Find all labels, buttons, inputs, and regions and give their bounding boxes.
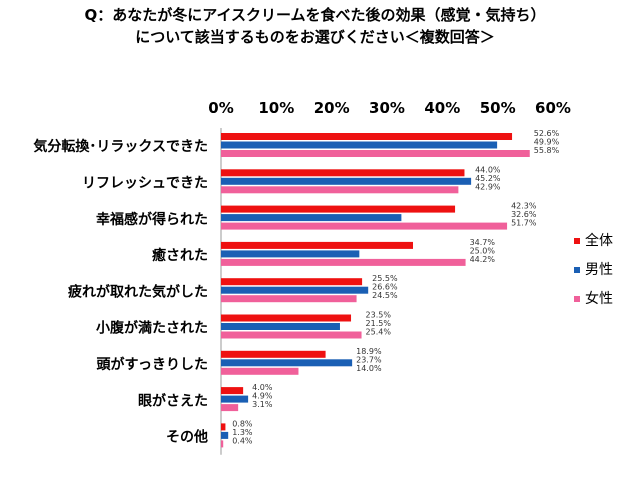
- data-label: 25.0%: [470, 246, 496, 255]
- data-label: 52.6%: [534, 129, 560, 138]
- bar-female: [221, 186, 459, 194]
- bar-all: [221, 423, 226, 431]
- category-label: その他: [166, 429, 208, 446]
- legend-label: 全体: [585, 232, 613, 249]
- bar-all: [221, 169, 465, 177]
- data-label: 25.4%: [366, 328, 392, 337]
- data-label: 18.9%: [356, 347, 382, 356]
- category-label: 癒された: [152, 247, 208, 264]
- category-label: 小腹が満たされた: [96, 320, 208, 337]
- bar-male: [221, 395, 249, 403]
- bar-female: [221, 258, 466, 266]
- bar-all: [221, 314, 352, 322]
- bar-all: [221, 387, 244, 395]
- category-label: 眼がさえた: [138, 392, 208, 409]
- data-label: 4.0%: [252, 383, 273, 392]
- category-label: 幸福感が得られた: [96, 211, 208, 228]
- bar-male: [221, 214, 402, 222]
- data-label: 26.6%: [372, 283, 398, 292]
- bar-female: [221, 331, 362, 339]
- bar-all: [221, 241, 414, 249]
- data-label: 4.9%: [252, 392, 273, 401]
- bar-male: [221, 177, 472, 185]
- category-label: 頭がすっきりした: [97, 356, 208, 373]
- bar-female: [221, 404, 239, 412]
- category-label: 気分転換･リラックスできた: [33, 138, 208, 155]
- bar-female: [221, 222, 508, 230]
- bar-female: [221, 295, 357, 303]
- data-label: 14.0%: [356, 364, 382, 373]
- bar-male: [221, 141, 498, 149]
- bar-male: [221, 359, 353, 367]
- data-label: 24.5%: [372, 291, 398, 300]
- data-label: 21.5%: [366, 319, 392, 328]
- category-label: 疲れが取れた気がした: [68, 283, 208, 300]
- bar-all: [221, 278, 363, 286]
- data-label: 32.6%: [511, 210, 537, 219]
- legend-swatch: [574, 238, 580, 244]
- data-label: 0.8%: [232, 419, 253, 428]
- chart-title-line-2: について該当するものをお選びください＜複数回答＞: [135, 28, 495, 46]
- x-tick-label: 40%: [424, 99, 460, 117]
- bar-male: [221, 250, 360, 258]
- x-tick-label: 20%: [314, 99, 350, 117]
- data-label: 34.7%: [470, 238, 496, 247]
- legend-swatch: [574, 267, 580, 273]
- data-label: 45.2%: [475, 174, 501, 183]
- data-label: 25.5%: [372, 274, 398, 283]
- data-label: 42.9%: [475, 182, 501, 191]
- category-label: リフレッシュできた: [82, 175, 208, 191]
- data-label: 23.5%: [366, 311, 392, 320]
- legend-label: 女性: [585, 290, 613, 307]
- data-label: 55.8%: [534, 146, 560, 155]
- data-label: 1.3%: [232, 428, 253, 437]
- x-tick-label: 10%: [258, 99, 294, 117]
- legend-label: 男性: [585, 262, 613, 278]
- bar-female: [221, 367, 299, 375]
- data-label: 44.0%: [475, 165, 501, 174]
- x-tick-label: 50%: [480, 99, 516, 117]
- chart-title-line-1: Q：あなたが冬にアイスクリームを食べた後の効果（感覚・気持ち）: [84, 6, 546, 24]
- data-label: 49.9%: [534, 138, 560, 147]
- x-tick-label: 30%: [369, 99, 405, 117]
- x-tick-label: 0%: [208, 99, 233, 117]
- data-label: 3.1%: [252, 400, 273, 409]
- data-label: 23.7%: [356, 355, 382, 364]
- data-label: 0.4%: [232, 436, 253, 445]
- data-label: 44.2%: [470, 255, 496, 264]
- bar-all: [221, 350, 326, 358]
- x-tick-label: 60%: [535, 99, 571, 117]
- bar-female: [221, 440, 224, 448]
- bar-all: [221, 133, 513, 140]
- bar-all: [221, 205, 456, 213]
- legend-swatch: [574, 296, 580, 302]
- bar-male: [221, 286, 369, 294]
- chart-title: Q：あなたが冬にアイスクリームを食べた後の効果（感覚・気持ち） について該当する…: [0, 4, 630, 48]
- data-label: 51.7%: [511, 219, 537, 228]
- data-label: 42.3%: [511, 202, 537, 211]
- bar-male: [221, 431, 229, 439]
- bar-male: [221, 323, 340, 330]
- bar-female: [221, 150, 530, 157]
